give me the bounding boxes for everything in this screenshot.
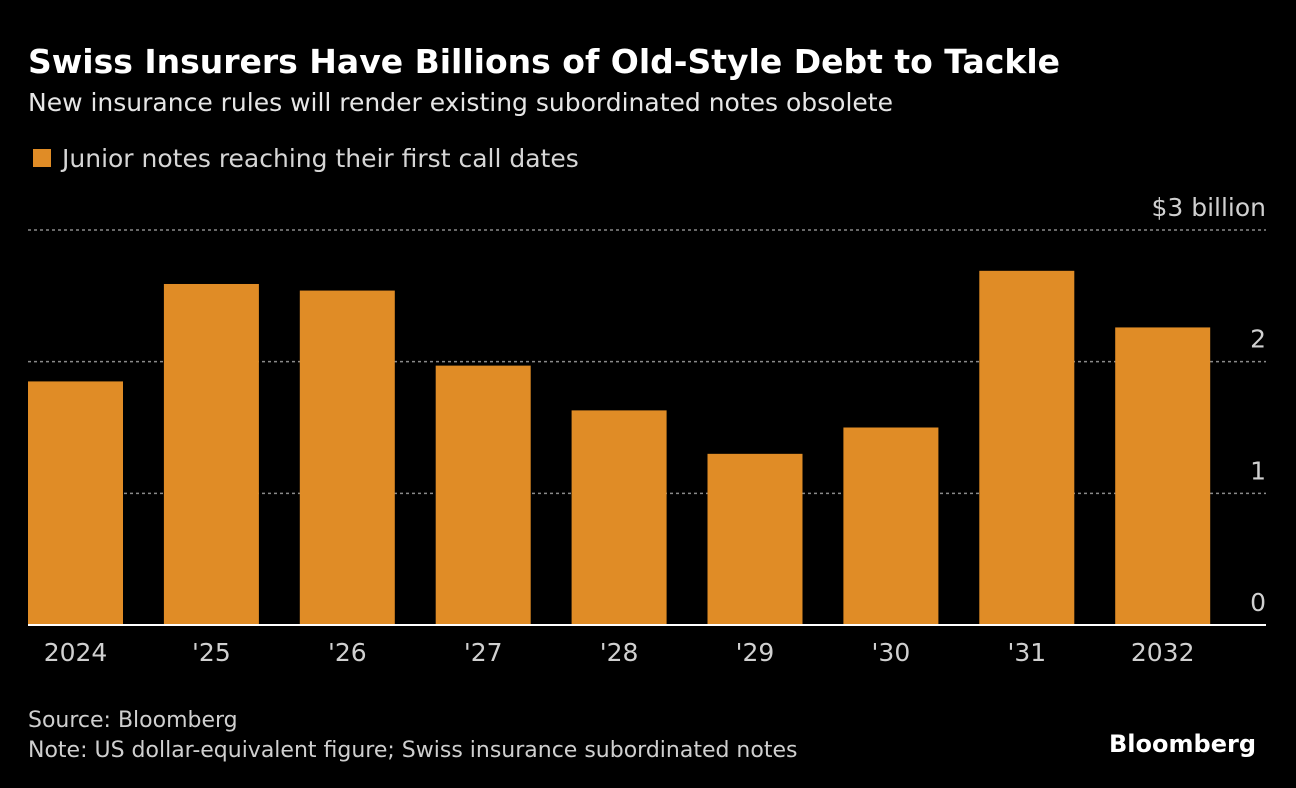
bar bbox=[707, 453, 803, 625]
chart-subtitle: New insurance rules will render existing… bbox=[28, 88, 893, 117]
y-tick-label: 1 bbox=[1250, 456, 1266, 485]
bar bbox=[571, 410, 667, 625]
note: Note: US dollar-equivalent figure; Swiss… bbox=[28, 738, 797, 763]
brand-logo: Bloomberg bbox=[1109, 730, 1256, 758]
x-tick-label: '28 bbox=[600, 638, 639, 667]
y-tick-label: 2 bbox=[1250, 325, 1266, 354]
x-tick-label: '30 bbox=[872, 638, 911, 667]
x-tick-label: '29 bbox=[736, 638, 775, 667]
x-tick-label: 2032 bbox=[1131, 638, 1195, 667]
bar bbox=[28, 381, 123, 625]
chart-title: Swiss Insurers Have Billions of Old-Styl… bbox=[28, 42, 1060, 81]
legend-swatch bbox=[33, 149, 51, 167]
y-tick-label: $3 billion bbox=[1151, 193, 1266, 222]
x-tick-label: '26 bbox=[328, 638, 367, 667]
x-tick-label: '31 bbox=[1007, 638, 1046, 667]
bar bbox=[163, 283, 259, 625]
x-tick-label: 2024 bbox=[44, 638, 108, 667]
y-tick-label: 0 bbox=[1250, 588, 1266, 617]
x-tick-label: '25 bbox=[192, 638, 231, 667]
legend-label: Junior notes reaching their first call d… bbox=[60, 144, 579, 173]
bar bbox=[435, 365, 531, 625]
x-tick-label: '27 bbox=[464, 638, 503, 667]
bar bbox=[979, 270, 1075, 625]
bar bbox=[299, 290, 395, 625]
bar bbox=[843, 427, 939, 625]
source: Source: Bloomberg bbox=[28, 708, 238, 733]
bar bbox=[1115, 327, 1211, 625]
